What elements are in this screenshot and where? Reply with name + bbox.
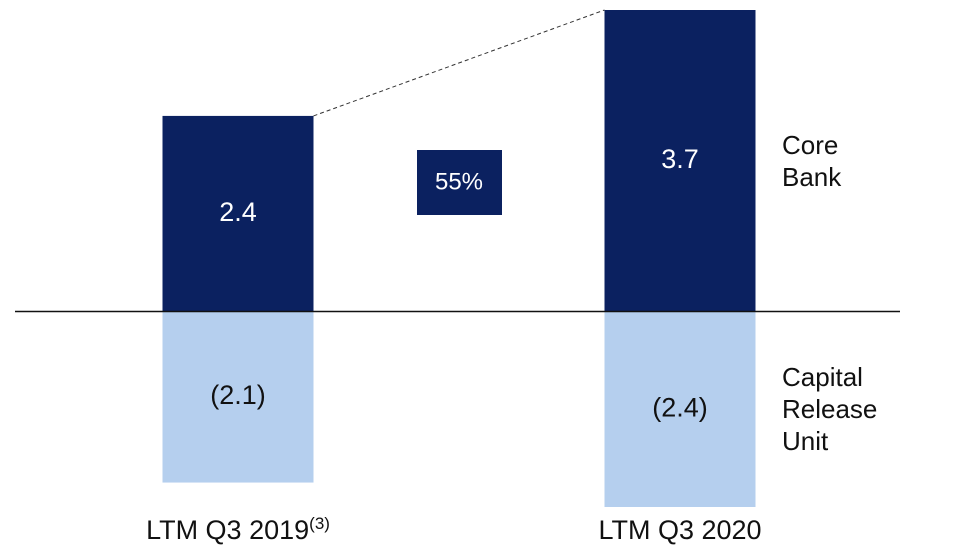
- legend-entry: Capital Release Unit: [782, 362, 878, 457]
- category-superscript: (3): [309, 514, 330, 533]
- bar: [604, 10, 756, 312]
- category-name: LTM Q3 2020: [598, 515, 761, 545]
- bar: [604, 311, 756, 507]
- annotation-box: [417, 150, 502, 215]
- annotation-text: 55%: [435, 168, 483, 195]
- connector: [313, 9, 605, 117]
- category-name: LTM Q3 2019: [146, 515, 309, 545]
- value-label: (2.1): [210, 380, 266, 410]
- value-label: 2.4: [219, 197, 257, 227]
- bar: [162, 115, 314, 312]
- value-label: (2.4): [652, 392, 708, 422]
- legend-entry: Core Bank: [782, 129, 842, 192]
- x-tick-label: LTM Q3 2019(3): [146, 514, 330, 545]
- value-label: 3.7: [661, 144, 699, 174]
- x-tick-label: LTM Q3 2020: [598, 515, 761, 545]
- bar: [162, 311, 314, 483]
